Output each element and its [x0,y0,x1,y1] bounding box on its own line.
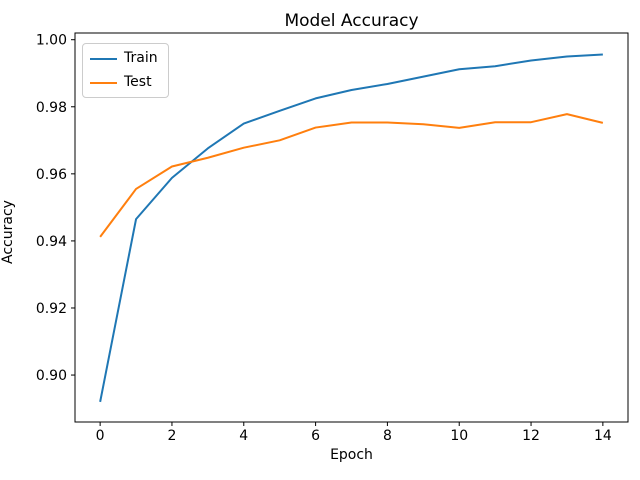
train-line-swatch [90,57,117,60]
y-tick-label: 0.90 [36,368,67,384]
x-tick-label: 8 [383,428,392,444]
y-tick-label: 1.00 [36,33,67,49]
x-tick-label: 14 [594,428,612,444]
legend-label-train: Train [124,50,158,66]
y-tick-label: 0.94 [36,234,67,250]
train-line [99,53,603,403]
test-line-swatch [90,81,117,84]
legend: Train Test [82,43,169,98]
y-axis-label: Accuracy [0,200,16,264]
x-tick-label: 2 [167,428,176,444]
x-tick-label: 0 [96,428,105,444]
y-tick-label: 0.96 [36,167,67,183]
x-tick-label: 12 [522,428,540,444]
y-tick-label: 0.98 [36,100,67,116]
x-axis-label: Epoch [330,447,373,463]
chart-title: Model Accuracy [284,11,419,31]
x-tick-label: 4 [239,428,248,444]
legend-label-test: Test [124,74,152,90]
legend-entry-train: Train [90,50,160,67]
test-line [99,113,604,238]
plot-frame [74,32,629,423]
legend-entry-test: Test [90,74,160,91]
y-tick-label: 0.92 [36,301,67,317]
x-tick-label: 6 [311,428,320,444]
x-tick-label: 10 [450,428,468,444]
